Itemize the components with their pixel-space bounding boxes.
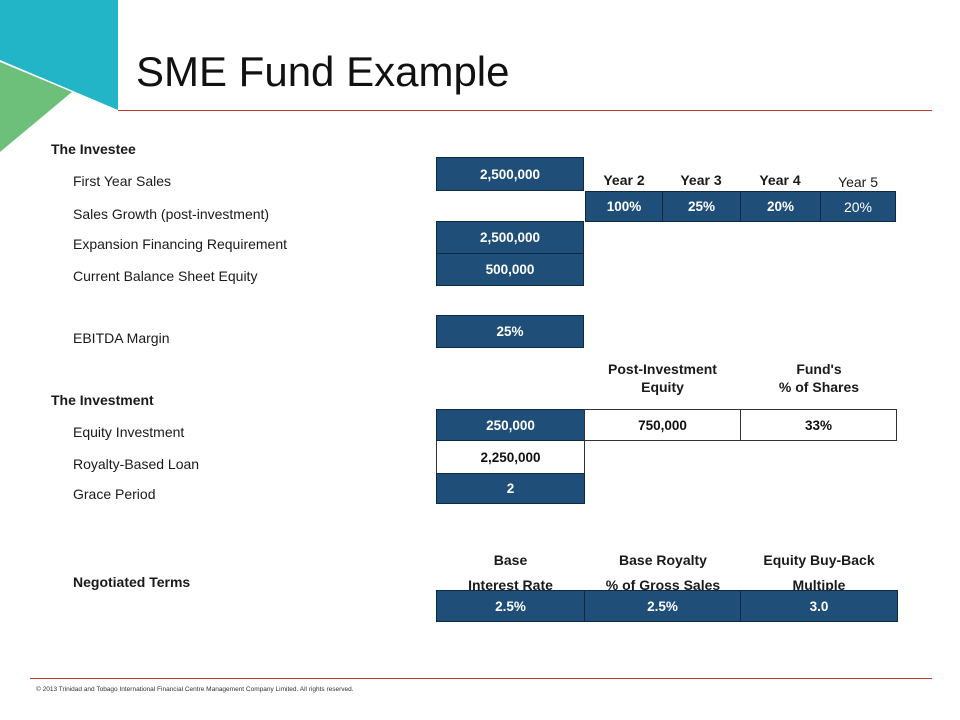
equity-buyback-header-line1: Equity Buy-Back: [763, 552, 875, 568]
post-equity-header-line2: Equity: [641, 379, 684, 395]
fund-shares-header: Fund's % of Shares: [740, 360, 898, 396]
equity-investment-label: Equity Investment: [73, 424, 185, 440]
growth-year-5: 20%: [820, 191, 896, 222]
logo-green-shape: [0, 62, 72, 152]
expansion-financing-label: Expansion Financing Requirement: [73, 236, 288, 252]
investee-heading: The Investee: [51, 141, 136, 157]
logo-graphic: [0, 0, 118, 152]
ebitda-margin-value: 25%: [436, 315, 584, 348]
year-4-header: Year 4: [759, 172, 801, 188]
title-divider: [118, 110, 932, 111]
page-title: SME Fund Example: [136, 48, 510, 95]
base-interest-value: 2.5%: [436, 590, 585, 622]
year-3-header: Year 3: [680, 172, 722, 188]
base-interest-header: Base Interest Rate: [436, 548, 585, 598]
equity-investment-value: 250,000: [436, 409, 585, 441]
grace-period-label: Grace Period: [73, 486, 156, 502]
equity-buyback-value: 3.0: [740, 590, 898, 622]
logo-teal-shape: [0, 0, 118, 110]
growth-year-3: 25%: [662, 191, 741, 222]
equity-buyback-header: Equity Buy-Back Multiple: [740, 548, 898, 598]
first-year-sales-value: 2,500,000: [436, 157, 584, 191]
ebitda-margin-label: EBITDA Margin: [73, 330, 170, 346]
investment-heading: The Investment: [51, 392, 154, 408]
footer-divider: [30, 678, 932, 679]
copyright-footer: © 2013 Trinidad and Tobago International…: [36, 686, 354, 693]
year-5-header: Year 5: [838, 174, 878, 190]
first-year-sales-label: First Year Sales: [73, 173, 172, 189]
base-royalty-header-line1: Base Royalty: [619, 552, 707, 568]
base-royalty-header-line2: % of Gross Sales: [605, 577, 721, 593]
base-royalty-header: Base Royalty % of Gross Sales: [585, 548, 741, 598]
royalty-loan-value: 2,250,000: [436, 441, 585, 474]
growth-year-4: 20%: [740, 191, 821, 222]
base-interest-header-line2: Interest Rate: [468, 577, 553, 593]
post-investment-equity-value: 750,000: [584, 409, 741, 441]
royalty-loan-label: Royalty-Based Loan: [73, 456, 200, 472]
balance-sheet-equity-label: Current Balance Sheet Equity: [73, 268, 258, 284]
fund-shares-header-line1: Fund's: [796, 361, 842, 377]
negotiated-terms-label: Negotiated Terms: [73, 574, 191, 590]
base-interest-header-line1: Base: [493, 552, 528, 568]
growth-year-2: 100%: [585, 191, 663, 222]
grace-period-value: 2: [436, 473, 585, 504]
post-equity-header-line1: Post-Investment: [608, 361, 717, 377]
base-royalty-value: 2.5%: [584, 590, 741, 622]
year-2-header: Year 2: [603, 172, 645, 188]
post-investment-equity-header: Post-Investment Equity: [585, 360, 740, 396]
fund-shares-header-line2: % of Shares: [778, 379, 860, 395]
balance-sheet-equity-value: 500,000: [436, 253, 584, 286]
expansion-financing-value: 2,500,000: [436, 221, 584, 254]
equity-buyback-header-line2: Multiple: [792, 577, 846, 593]
sales-growth-label: Sales Growth (post-investment): [73, 206, 270, 222]
fund-shares-value: 33%: [740, 409, 897, 441]
